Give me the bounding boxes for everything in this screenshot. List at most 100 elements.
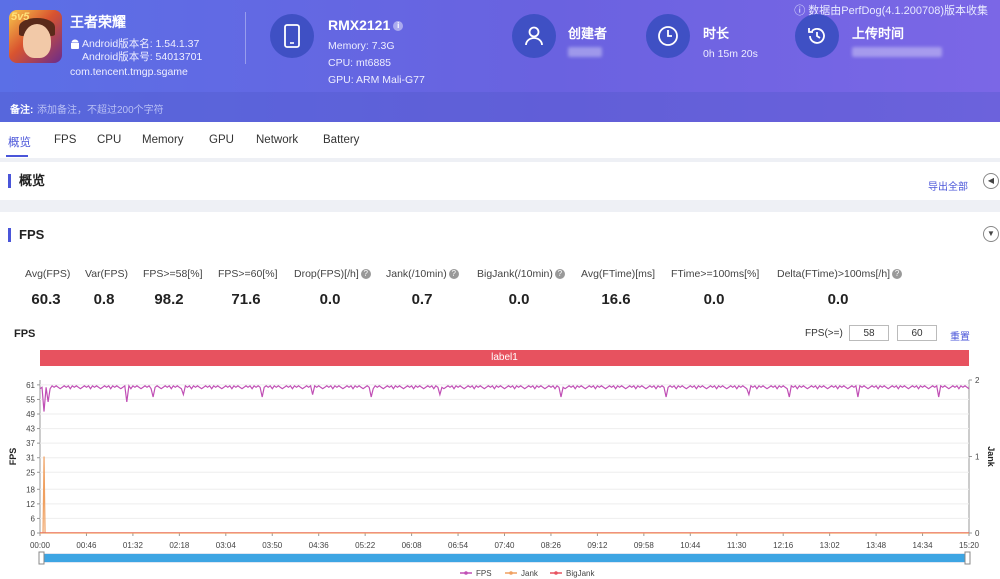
x-tick-label: 02:18 [169,541,190,550]
x-tick-label: 05:22 [355,541,376,550]
legend-marker [464,571,468,575]
creator-title: 创建者 [568,26,608,41]
active-tab-indicator [6,155,28,157]
help-icon[interactable]: ? [554,269,565,280]
y2-tick-label: 1 [975,453,980,462]
help-icon[interactable]: ? [448,269,459,280]
y-tick-label: 18 [26,485,35,494]
stat-label-text: FTime>=100ms[%] [671,268,760,280]
stat-label-text: Delta(FTime)>100ms[/h] [777,268,891,280]
stat-label-delta-ftime: Delta(FTime)>100ms[/h]? [777,268,903,280]
chart-label: FPS [14,328,36,340]
tab-battery[interactable]: Battery [323,134,360,146]
stat-value-ftime100: 0.0 [703,291,725,308]
device-gpu: GPU: ARM Mali-G77 [328,74,425,86]
y-tick-label: 55 [26,395,35,404]
y-tick-label: 6 [31,514,36,523]
legend-marker [509,571,513,575]
x-tick-label: 09:12 [587,541,608,550]
stat-label-text: Drop(FPS)[/h] [294,268,359,280]
x-tick-label: 12:16 [773,541,794,550]
stat-label-text: Var(FPS) [85,268,128,280]
tab-fps[interactable]: FPS [54,134,77,146]
history-icon [795,14,839,58]
y2-tick-label: 0 [975,529,980,538]
legend-label: FPS [476,569,492,578]
device-cpu: CPU: mt6885 [328,57,392,69]
app-icon-badge: 5v5 [11,11,30,23]
zoom-handle-right [964,551,971,565]
session-header: ⓘ 数据由PerfDog(4.1.200708)版本收集 5v5 王者荣耀 An… [0,0,1000,122]
x-tick-label: 06:54 [448,541,469,550]
fps-threshold-low-input[interactable] [849,325,889,341]
x-tick-label: 15:20 [959,541,980,550]
package-name: com.tencent.tmgp.sgame [70,66,188,78]
x-tick-label: 03:50 [262,541,283,550]
export-all-link[interactable]: 导出全部 [928,182,968,193]
tab-gpu[interactable]: GPU [209,134,234,146]
stat-value-jank: 0.7 [411,291,433,308]
help-icon[interactable]: ? [892,269,903,280]
stat-label-fps60: FPS>=60[%] [218,268,278,280]
x-tick-label: 11:30 [727,541,747,550]
x-tick-label: 07:40 [494,541,515,550]
header-divider [245,12,246,64]
legend-marker [554,571,558,575]
note-bar [0,92,1000,122]
x-tick-label: 00:46 [76,541,97,550]
stat-label-drop: Drop(FPS)[/h]? [294,268,371,280]
x-tick-label: 06:08 [402,541,423,550]
tab-overview[interactable]: 概览 [8,137,31,149]
collapse-left-icon[interactable]: ◀ [983,173,999,189]
stat-label-avg-fps: Avg(FPS) [25,268,70,280]
label-bar[interactable]: label1 [40,350,969,366]
fps-threshold-label: FPS(>=) [805,328,843,339]
android-icon [71,39,79,49]
data-source-notice-text: 数据由PerfDog(4.1.200708)版本收集 [808,5,988,17]
android-version-code: Android版本号: 54013701 [82,51,203,63]
x-tick-label: 09:58 [634,541,655,550]
collapse-down-icon[interactable]: ▼ [983,226,999,242]
y-tick-label: 25 [26,468,35,477]
overview-title: 概览 [8,174,45,188]
x-tick-label: 13:02 [820,541,841,550]
y-tick-label: 37 [26,439,35,448]
tab-cpu[interactable]: CPU [97,134,122,146]
note-input[interactable]: 添加备注，不超过200个字符 [37,105,164,116]
tab-memory[interactable]: Memory [142,134,184,146]
device-info-icon[interactable]: i [393,21,404,32]
reset-link[interactable]: 重置 [950,332,970,343]
stat-value-fps58: 98.2 [154,291,184,308]
stat-label-var-fps: Var(FPS) [85,268,128,280]
stat-label-text: Jank(/10min) [386,268,447,280]
app-name: 王者荣耀 [70,14,126,30]
data-source-notice: ⓘ 数据由PerfDog(4.1.200708)版本收集 [794,5,988,17]
x-tick-label: 04:36 [309,541,330,550]
y2-axis-title: Jank [986,446,996,468]
y-tick-label: 31 [26,454,35,463]
stat-value-delta-ftime: 0.0 [827,291,849,308]
stat-value-avg-fps: 60.3 [31,291,61,308]
upload-time-redacted [852,47,942,57]
duration-title: 时长 [703,26,730,41]
fps-threshold-high-input[interactable] [897,325,937,341]
tab-bar: 概览 FPS CPU Memory GPU Network Battery [0,122,1000,158]
y-tick-label: 12 [26,500,35,509]
stat-value-avg-ftime: 16.6 [601,291,631,308]
zoom-handle-left [38,551,45,565]
tab-network[interactable]: Network [256,134,299,146]
fps-section-title: FPS [8,228,44,242]
note-label: 备注: [10,105,34,116]
x-tick-label: 08:26 [541,541,562,550]
stat-value-bigjank: 0.0 [508,291,530,308]
upload-time-title: 上传时间 [852,26,905,41]
creator-redacted [568,47,602,57]
stat-label-text: FPS>=58[%] [143,268,203,280]
help-icon[interactable]: ? [360,269,371,280]
y-tick-label: 49 [26,410,35,419]
stat-value-drop: 0.0 [319,291,341,308]
stat-label-jank: Jank(/10min)? [386,268,459,280]
legend-label: BigJank [566,569,595,578]
android-version-name: Android版本名: 1.54.1.37 [82,38,200,50]
